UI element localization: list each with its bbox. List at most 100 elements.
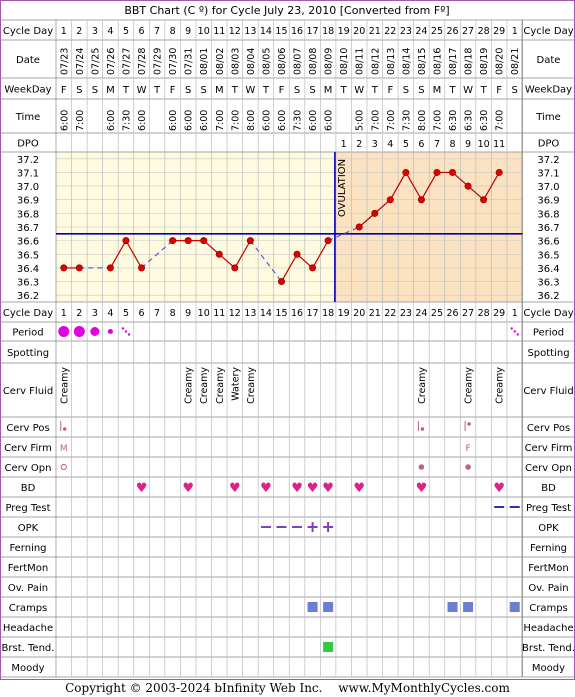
temp-point [433, 168, 441, 176]
cycle-day-label: 7 [154, 26, 160, 37]
ovulation-label: OVULATION [337, 159, 348, 217]
weekday-label: F [279, 85, 285, 96]
date-label: 08/07 [293, 48, 304, 75]
cycle-day-label: 16 [291, 26, 303, 37]
date-label: 08/03 [230, 48, 241, 75]
date-label: 08/01 [199, 48, 210, 75]
row-label-cerv_opn: Cerv Opn [5, 463, 52, 474]
row-label-right-brst_tend: Brst. Tend. [522, 643, 575, 654]
row-label-right-date: Date [537, 55, 561, 66]
cycle-day-label: 11 [213, 26, 225, 37]
weekday-label: F [387, 85, 393, 96]
row-label-cycle_day: Cycle Day [3, 308, 53, 319]
date-label: 08/18 [464, 48, 475, 75]
weekday-label: W [245, 85, 255, 96]
cramps-mark [509, 602, 520, 612]
bd-heart-icon: ♥ [307, 481, 319, 496]
row-label-fertmon: FertMon [8, 563, 48, 574]
cerv-pos-dot [467, 422, 471, 426]
cerv-fluid-label: Creamy [59, 367, 70, 404]
cycle-day-label: 13 [244, 26, 256, 37]
time-label: 8:00 [417, 110, 428, 131]
row-label-right-cerv_opn: Cerv Opn [525, 463, 572, 474]
footer: Copyright © 2003-2024 bInfinity Web Inc.… [0, 681, 575, 695]
bd-heart-icon: ♥ [416, 481, 428, 496]
cycle-day-label: 10 [198, 26, 210, 37]
row-label-cerv_firm: Cerv Firm [4, 443, 52, 454]
cerv-pos-dot [62, 427, 67, 431]
bd-heart-icon: ♥ [291, 481, 303, 496]
date-label: 08/13 [386, 48, 397, 75]
row-label-preg_test: Preg Test [5, 503, 50, 514]
cycle-day-label: 1 [512, 308, 518, 319]
temp-point [122, 237, 130, 245]
row-label-cerv_pos: Cerv Pos [6, 423, 49, 434]
dpo-label: 4 [387, 139, 393, 150]
cycle-day-label: 10 [198, 308, 210, 319]
row-label-cycle_day: Cycle Day [3, 26, 53, 37]
cycle-day-label: 25 [431, 26, 443, 37]
temp-segment [125, 240, 143, 269]
temp-point [200, 237, 208, 245]
bd-heart-icon: ♥ [229, 481, 241, 496]
cycle-day-label: 9 [185, 26, 191, 37]
cycle-day-label: 12 [229, 26, 241, 37]
y-tick-left: 37.1 [17, 168, 39, 179]
date-label: 08/19 [479, 48, 490, 75]
cycle-day-label: 21 [369, 26, 381, 37]
row-label-weekday: WeekDay [4, 85, 51, 96]
row-label-right-bd: BD [541, 483, 556, 494]
temp-segment [420, 172, 438, 201]
date-label: 07/27 [121, 48, 132, 75]
row-label-right-cycle_day: Cycle Day [523, 308, 573, 319]
weekday-label: S [92, 85, 98, 96]
temp-point [184, 237, 192, 245]
y-tick-right: 36.3 [537, 278, 559, 289]
cycle-day-label: 28 [478, 26, 490, 37]
row-label-right-moody: Moody [532, 663, 565, 674]
date-label: 08/15 [417, 48, 428, 75]
weekday-label: S [309, 85, 315, 96]
weekday-label: T [371, 85, 379, 96]
temp-point [215, 250, 223, 258]
row-label-right-cycle_day: Cycle Day [523, 26, 573, 37]
y-tick-left: 36.9 [17, 196, 39, 207]
cycle-day-label: 7 [154, 308, 160, 319]
weekday-label: F [61, 85, 67, 96]
weekday-label: M [106, 85, 115, 96]
y-tick-right: 36.2 [537, 291, 559, 302]
cycle-day-label: 22 [384, 308, 396, 319]
cerv-firm-label: F [465, 444, 470, 454]
row-label-date: Date [16, 55, 40, 66]
site-link[interactable]: www.MyMonthlyCycles.com [338, 681, 510, 695]
temp-point [231, 264, 239, 272]
row-label-right-cerv_fluid: Cerv Fluid [523, 386, 573, 397]
time-label: 6:30 [448, 110, 459, 131]
y-tick-right: 36.5 [537, 250, 559, 261]
time-label: 7:30 [121, 110, 132, 131]
row-label-right-preg_test: Preg Test [526, 503, 571, 514]
bd-heart-icon: ♥ [353, 481, 365, 496]
temp-segment [389, 172, 407, 201]
temp-point [402, 168, 410, 176]
y-tick-right: 37.1 [537, 168, 559, 179]
temp-point [480, 196, 488, 204]
weekday-label: S [418, 85, 424, 96]
temp-point [386, 196, 394, 204]
weekday-label: S [294, 85, 300, 96]
temp-segment [483, 172, 500, 201]
cerv-fluid-label: Creamy [495, 367, 506, 404]
date-label: 08/11 [355, 48, 366, 75]
date-label: 08/20 [495, 48, 506, 75]
cycle-day-label: 8 [170, 308, 176, 319]
row-label-moody: Moody [11, 663, 44, 674]
cycle-day-label: 15 [275, 308, 287, 319]
cycle-day-label: 17 [307, 26, 319, 37]
dpo-label: 1 [341, 139, 347, 150]
cerv-opn-mark [465, 464, 471, 470]
time-label: 6:00 [106, 110, 117, 131]
chart-title: BBT Chart (C º) for Cycle July 23, 2010 … [124, 4, 449, 17]
row-label-spotting: Spotting [7, 348, 49, 359]
date-label: 07/26 [106, 48, 117, 75]
weekday-label: S [403, 85, 409, 96]
